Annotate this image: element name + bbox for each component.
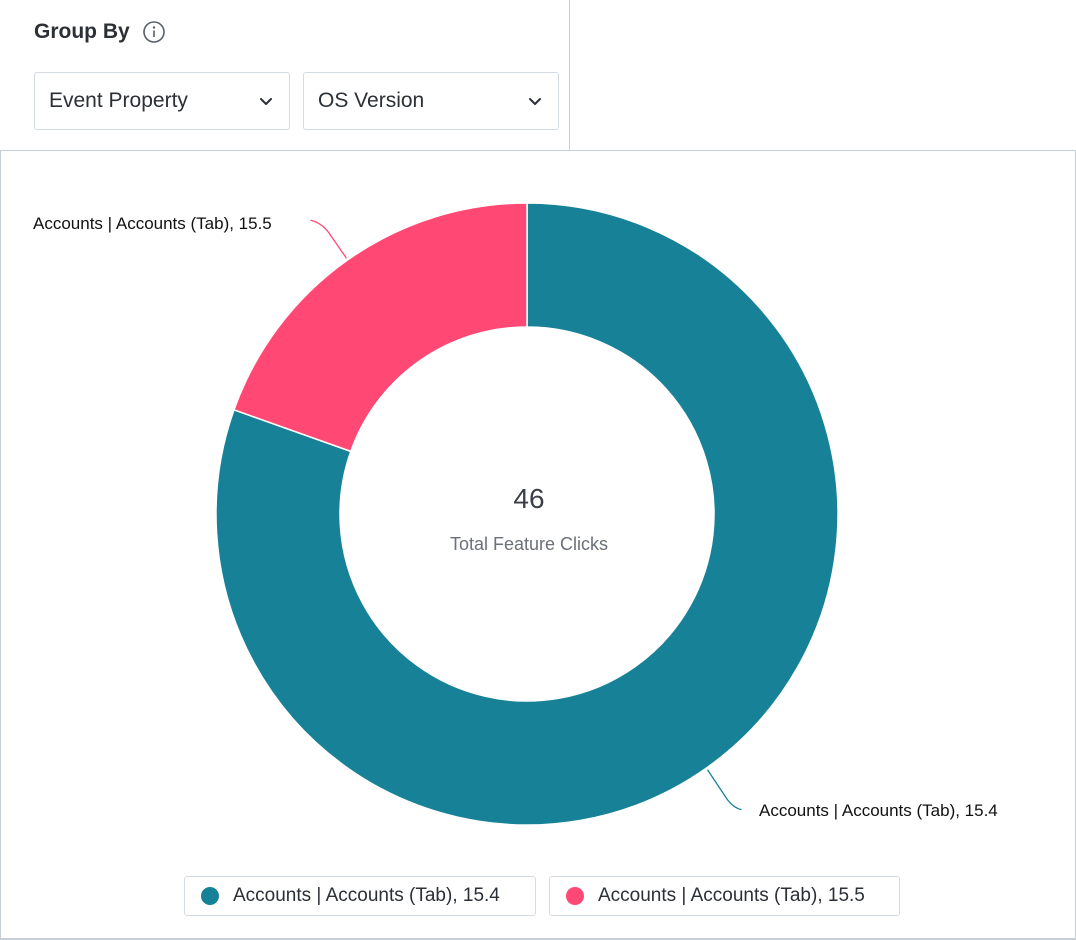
info-circle-icon[interactable] — [142, 20, 166, 44]
group-by-title: Group By — [34, 20, 130, 43]
group-by-header: Group By — [34, 20, 166, 44]
donut-chart — [215, 202, 839, 826]
leader-line-0 — [706, 769, 742, 811]
group-by-select-event-property[interactable]: Event Property — [34, 72, 290, 130]
chart-center-label: Total Feature Clicks — [449, 534, 609, 554]
legend-label: Accounts | Accounts (Tab), 15.4 — [233, 885, 500, 906]
slice-label-15-5: Accounts | Accounts (Tab), 15.5 — [33, 214, 272, 233]
legend-item-15-4[interactable]: Accounts | Accounts (Tab), 15.4 — [184, 876, 536, 916]
legend-label: Accounts | Accounts (Tab), 15.5 — [598, 885, 865, 906]
legend-item-15-5[interactable]: Accounts | Accounts (Tab), 15.5 — [549, 876, 900, 916]
select-value: OS Version — [318, 89, 425, 112]
leader-line-1 — [310, 219, 348, 259]
chart-panel: 46 Total Feature Clicks Accounts | Accou… — [0, 150, 1076, 940]
chevron-down-icon — [257, 92, 275, 110]
select-value: Event Property — [49, 89, 188, 112]
chart-center-value: 46 — [513, 483, 545, 514]
chevron-down-icon — [526, 92, 544, 110]
slice-label-15-4: Accounts | Accounts (Tab), 15.4 — [759, 801, 998, 820]
donut-slice-0[interactable] — [215, 202, 839, 826]
donut-slice-1[interactable] — [232, 202, 528, 453]
group-by-panel: Group By Event Property OS Version — [0, 0, 570, 151]
group-by-select-os-version[interactable]: OS Version — [303, 72, 559, 130]
legend-dot — [201, 887, 219, 905]
legend-dot — [566, 887, 584, 905]
